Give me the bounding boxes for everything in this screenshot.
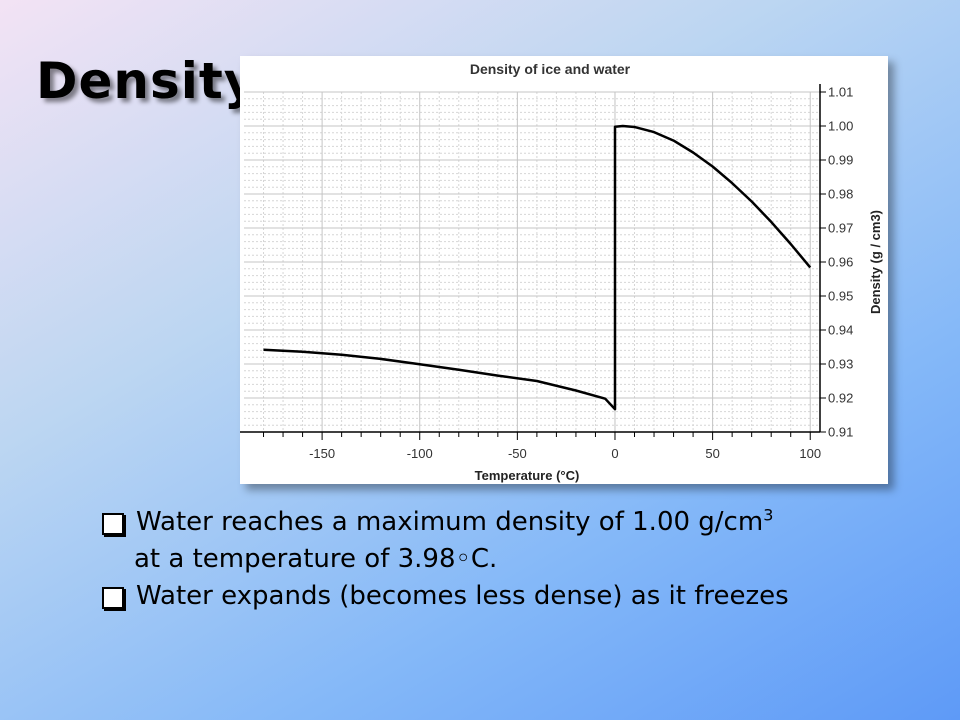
- y-tick-label: 1.00: [828, 119, 853, 134]
- x-tick-label: 100: [799, 446, 821, 461]
- checkbox-bullet-icon: [102, 587, 124, 609]
- x-axis-label: Temperature (°C): [475, 468, 580, 483]
- superscript: 3: [763, 505, 774, 525]
- density-series-line: [263, 124, 812, 411]
- x-tick-label: -150: [309, 446, 335, 461]
- bullet-item-2: Water expands (becomes less dense) as it…: [102, 578, 922, 615]
- y-tick-label: 0.97: [828, 221, 853, 236]
- bullet-list: Water reaches a maximum density of 1.00 …: [102, 504, 922, 615]
- y-tick-label: 0.95: [828, 289, 853, 304]
- y-tick-label: 0.91: [828, 425, 853, 440]
- y-tick-label: 1.01: [828, 85, 853, 100]
- y-tick-label: 0.93: [828, 357, 853, 372]
- y-axis-label: Density (g / cm3): [868, 210, 883, 314]
- x-tick-label: -50: [508, 446, 527, 461]
- x-tick-label: 0: [611, 446, 618, 461]
- chart-title: Density of ice and water: [470, 61, 631, 77]
- y-tick-label: 0.96: [828, 255, 853, 270]
- chart-svg: -150 -100 -50 0 50 100 0.91 0.92 0.93 0.94 0.95 0.9…: [240, 61, 883, 483]
- y-tick-label: 0.99: [828, 153, 853, 168]
- x-tick-label: 50: [705, 446, 719, 461]
- bullet-text-1: Water reaches a maximum density of 1.00 …: [136, 505, 774, 537]
- slide-title: Density: [36, 52, 258, 110]
- y-tick-label: 0.92: [828, 391, 853, 406]
- density-chart: -150 -100 -50 0 50 100 0.91 0.92 0.93 0.94 0.95 0.9…: [240, 56, 888, 484]
- bullet-text-2: Water expands (becomes less dense) as it…: [136, 581, 789, 611]
- checkbox-bullet-icon: [102, 513, 124, 535]
- y-tick-label: 0.94: [828, 323, 853, 338]
- y-tick-label: 0.98: [828, 187, 853, 202]
- bullet-item-1: Water reaches a maximum density of 1.00 …: [102, 504, 922, 541]
- bullet-continuation-1: at a temperature of 3.98◦C.: [134, 544, 498, 574]
- x-tick-label: -100: [407, 446, 433, 461]
